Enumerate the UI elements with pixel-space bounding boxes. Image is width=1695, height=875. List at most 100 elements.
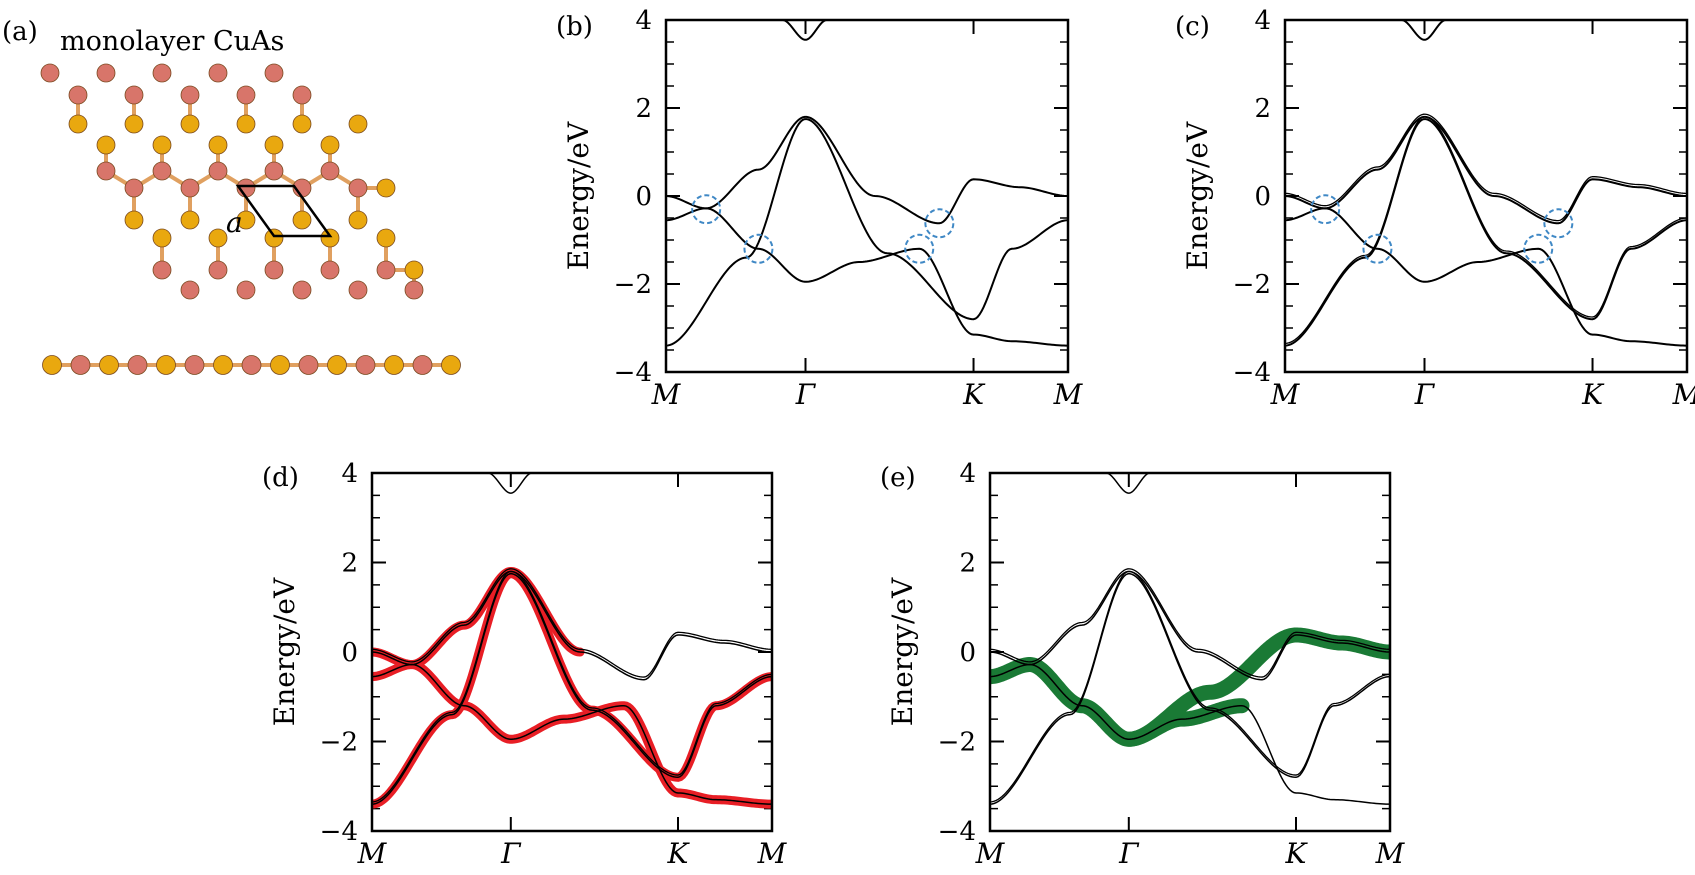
atom [124,85,144,105]
side-atom [270,355,290,375]
side-atom [127,355,148,375]
y-tick-label: 0 [341,638,358,668]
atom [152,260,172,280]
atom [292,85,312,105]
bands [990,473,1390,805]
atom [152,135,172,155]
y-axis-label: Energy/eV [562,121,595,270]
axes-frame [1283,18,1689,374]
bands [1285,20,1687,347]
band-top-soc [372,568,772,678]
atom [376,260,396,280]
atom [124,114,144,134]
k-point-label: K [667,837,691,870]
atom [292,210,312,230]
k-point-label: M [757,837,788,870]
y-tick-label: −2 [938,728,976,758]
y-tick-label: 4 [1254,6,1271,36]
atom [376,178,396,198]
band-top [666,115,1068,225]
band-green-highlight-b [1121,627,1390,747]
atom [348,114,368,134]
y-tick-label: 0 [1254,182,1271,212]
y-tick-label: −2 [1233,270,1271,300]
bands [372,473,772,809]
crossing-circle [904,233,935,264]
k-point-label: M [975,837,1006,870]
atom [208,161,228,181]
atom [404,280,424,300]
atom [264,161,284,181]
band-top-soc [1285,113,1687,222]
y-tick-label: 4 [341,459,358,489]
atom [236,85,256,105]
band-low [990,573,1390,805]
atom [180,85,200,105]
y-tick-label: −2 [614,270,652,300]
side-atom [298,355,319,375]
honeycomb-lattice-top-view [40,63,424,300]
crossing-circle [1543,208,1574,239]
atom [180,114,200,134]
atom [292,114,312,134]
side-atom [327,355,347,375]
axes-frame [370,471,774,833]
atom [264,63,284,83]
k-point-label: M [1053,378,1084,411]
panel-a-structure: (a) monolayer CuAs a [2,17,461,375]
side-atom [156,355,176,375]
side-atom [441,355,461,375]
panel-label: (c) [1175,12,1210,42]
axes-frame [664,18,1070,374]
side-atom [412,355,433,375]
atom [180,280,200,300]
axes-frame [988,471,1392,833]
atom [152,228,172,248]
panel-label: (e) [880,463,916,493]
atom [348,210,368,230]
atom [320,228,340,248]
atom [208,63,228,83]
atom [152,161,172,181]
side-atom [70,355,91,375]
atom [208,260,228,280]
y-tick-label: 2 [635,94,652,124]
side-atom [355,355,376,375]
crossing-circle [743,233,774,264]
k-point-label: M [1672,378,1695,411]
panel-a-label: (a) [2,17,38,47]
atom [320,260,340,280]
crossing-circle [1362,233,1393,264]
atom [264,228,284,248]
atom [68,85,88,105]
band-top [372,570,772,681]
crossing-circle [1310,194,1341,225]
band-green-highlight-a [990,657,1250,747]
atom [236,280,256,300]
atom [208,228,228,248]
atom [96,135,116,155]
side-atom [384,355,404,375]
band-low-soc [990,570,1390,803]
y-tick-label: −4 [1233,358,1271,388]
side-atom [213,355,233,375]
y-tick-label: 4 [959,459,976,489]
atom [292,280,312,300]
y-axis-label: Energy/eV [886,577,919,726]
atom [124,210,144,230]
atom [40,63,60,83]
atom [236,210,256,230]
k-point-label: Γ [1414,378,1436,411]
k-point-label: M [651,378,682,411]
side-atom [99,355,119,375]
atom [180,210,200,230]
band-top [1285,115,1687,225]
side-atom [184,355,205,375]
side-atom [241,355,262,375]
band-low [666,118,1068,347]
k-point-label: K [962,378,986,411]
atom [348,178,368,198]
